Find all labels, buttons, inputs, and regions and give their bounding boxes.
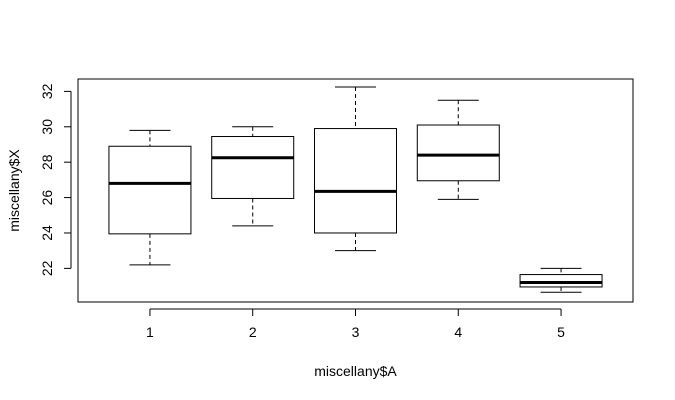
y-tick-label: 24 [39, 225, 55, 241]
x-tick-label: 4 [454, 324, 462, 340]
x-tick-label: 3 [352, 324, 360, 340]
box-iqr [416, 124, 500, 182]
y-tick-label: 30 [39, 119, 55, 135]
y-tick-label: 26 [39, 190, 55, 206]
x-tick-label: 1 [146, 324, 154, 340]
y-tick-label: 32 [39, 83, 55, 99]
box-iqr [211, 136, 295, 199]
x-axis-label: miscellany$A [314, 363, 397, 379]
box-iqr [519, 274, 603, 288]
y-tick-label: 22 [39, 260, 55, 276]
x-tick-label: 5 [557, 324, 565, 340]
plot-frame [77, 78, 634, 303]
box-group [108, 129, 192, 266]
box-group [211, 126, 295, 227]
y-axis: 22 24 26 28 30 32 [39, 83, 72, 276]
box-iqr [108, 145, 192, 235]
box-group [314, 86, 397, 252]
y-axis-label: miscellany$X [6, 149, 22, 232]
x-axis: 1 2 3 4 5 [146, 308, 565, 340]
box-group [519, 267, 603, 293]
y-tick-label: 28 [39, 154, 55, 170]
box-group [416, 99, 500, 200]
box-iqr [314, 128, 397, 234]
x-tick-label: 2 [249, 324, 257, 340]
box-series [108, 86, 603, 293]
